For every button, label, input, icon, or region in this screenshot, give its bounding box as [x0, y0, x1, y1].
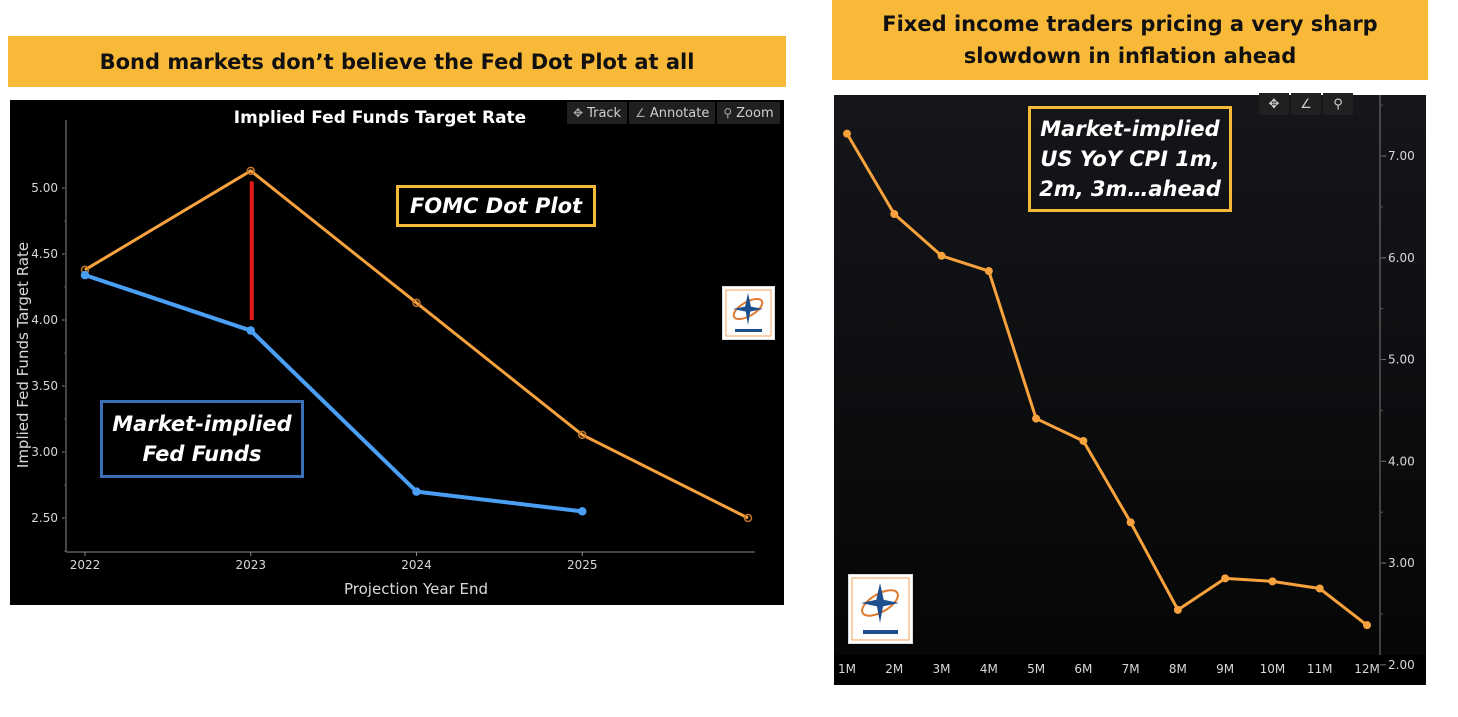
x-tick-label: 2022: [70, 558, 101, 572]
x-axis-band: [834, 655, 1426, 685]
right-banner-line2: slowdown in inflation ahead: [963, 44, 1297, 68]
cpi-annotation-line3: 2m, 3m…ahead: [1039, 177, 1221, 201]
cpi-annotation: Market-implied US YoY CPI 1m, 2m, 3m…ahe…: [1028, 106, 1232, 212]
annotate-label: Annotate: [649, 105, 710, 121]
fomc-point: [578, 430, 587, 440]
y-tick-label: 2.00: [1388, 658, 1415, 672]
cpi-point: [1126, 518, 1135, 527]
fomc-point: [743, 513, 753, 523]
annotate-button[interactable]: ∠ Annotate: [629, 102, 716, 124]
chart-toolbar: ✥ Track ∠ Annotate ⚲ Zoom: [567, 102, 782, 124]
market-point: [412, 487, 421, 496]
y-tick-label: 7.00: [1388, 149, 1415, 163]
y-tick-label: 5.00: [1388, 353, 1415, 367]
macro-compass-logo: [722, 286, 775, 340]
cpi-chart: 2.00 3.00 4.00 5.00 6.00 7.00 1M 2M 3M 4M 5M 6M 7M 8M…: [834, 95, 1426, 685]
cpi-annotation-line2: US YoY CPI 1m,: [1040, 147, 1220, 171]
y-tick-label: 4.00: [31, 313, 58, 327]
cpi-chart-toolbar: ✥ ∠ ⚲: [1259, 93, 1355, 115]
cpi-point: [984, 267, 993, 276]
fomc-annotation: FOMC Dot Plot: [396, 185, 596, 227]
chart-title: Implied Fed Funds Target Rate: [234, 108, 526, 128]
right-banner: Fixed income traders pricing a very shar…: [832, 0, 1428, 80]
annotate-icon-button[interactable]: ∠: [1291, 93, 1321, 115]
x-tick-label: 4M: [980, 662, 998, 676]
x-tick-label: 9M: [1216, 662, 1234, 676]
y-axis-title: Implied Fed Funds Target Rate: [14, 242, 32, 468]
crosshair-icon: ✥: [573, 106, 584, 120]
x-tick-label: 2023: [235, 558, 266, 572]
market-point: [578, 507, 587, 516]
zoom-label: Zoom: [736, 105, 774, 121]
market-annotation-line1: Market-implied: [112, 412, 292, 436]
y-tick-label: 3.00: [31, 445, 58, 459]
track-label: Track: [587, 105, 622, 121]
cpi-point: [1363, 621, 1371, 630]
x-tick-label: 7M: [1122, 662, 1140, 676]
crosshair-icon: ✥: [1268, 96, 1280, 112]
left-banner: Bond markets don’t believe the Fed Dot P…: [8, 36, 786, 87]
cpi-chart-panel: 2.00 3.00 4.00 5.00 6.00 7.00 1M 2M 3M 4M 5M 6M 7M 8M…: [834, 93, 1426, 685]
market-point: [246, 326, 255, 335]
x-axis-title: Projection Year End: [344, 580, 488, 598]
market-point: [80, 270, 90, 280]
cpi-point: [937, 251, 946, 260]
cpi-point: [1315, 584, 1324, 593]
track-icon-button[interactable]: ✥: [1259, 93, 1289, 115]
magnifier-icon: ⚲: [723, 106, 733, 120]
cpi-point: [843, 129, 851, 138]
y-tick-label: 2.50: [31, 511, 58, 525]
cpi-point: [1268, 577, 1277, 586]
fed-funds-chart: 2.50 3.00 3.50 4.00 4.50 5.00 2022 2023 2024 2025…: [14, 108, 755, 598]
track-button[interactable]: ✥ Track: [567, 102, 628, 124]
x-tick-label: 2024: [401, 558, 432, 572]
fomc-annotation-text: FOMC Dot Plot: [409, 194, 583, 218]
x-tick-label: 2025: [567, 558, 598, 572]
fomc-point: [412, 298, 421, 308]
pencil-icon: ∠: [635, 106, 646, 120]
left-banner-text: Bond markets don’t believe the Fed Dot P…: [99, 49, 695, 74]
pencil-icon: ∠: [1300, 96, 1312, 112]
compass-rose-icon: [725, 289, 772, 337]
zoom-icon-button[interactable]: ⚲: [1323, 93, 1353, 115]
x-tick-label: 1M: [838, 662, 856, 676]
y-tick-label: 4.50: [31, 247, 58, 261]
y-tick-label: 3.00: [1388, 556, 1415, 570]
x-tick-label: 6M: [1074, 662, 1092, 676]
x-tick-label: 2M: [885, 662, 903, 676]
x-tick-label: 5M: [1027, 662, 1045, 676]
cpi-point: [890, 210, 899, 219]
market-implied-line: [84, 273, 583, 514]
zoom-button[interactable]: ⚲ Zoom: [717, 102, 780, 124]
fed-funds-chart-panel: 2.50 3.00 3.50 4.00 4.50 5.00 2022 2023 2024 2025…: [10, 100, 784, 605]
market-annotation: Market-implied Fed Funds: [100, 400, 304, 478]
y-tick-label: 4.00: [1388, 454, 1415, 468]
cpi-point: [1173, 605, 1182, 614]
macro-compass-logo: [848, 574, 913, 644]
market-annotation-line2: Fed Funds: [142, 442, 262, 466]
cpi-annotation-line1: Market-implied: [1040, 117, 1220, 141]
y-tick-label: 5.00: [31, 181, 58, 195]
fomc-dot-plot-line: [84, 169, 749, 520]
x-tick-label: 11M: [1307, 662, 1333, 676]
x-tick-label: 12M: [1354, 662, 1380, 676]
compass-rose-icon: [851, 577, 910, 641]
cpi-point: [1079, 436, 1088, 445]
cpi-point: [1221, 574, 1230, 583]
cpi-line: [845, 132, 1368, 627]
x-tick-label: 3M: [933, 662, 951, 676]
x-tick-label: 10M: [1260, 662, 1286, 676]
right-banner-line1: Fixed income traders pricing a very shar…: [882, 12, 1378, 36]
fomc-point: [246, 166, 255, 176]
cpi-point: [1032, 414, 1041, 423]
x-tick-label: 8M: [1169, 662, 1187, 676]
y-tick-label: 3.50: [31, 379, 58, 393]
magnifier-icon: ⚲: [1333, 96, 1343, 112]
y-tick-label: 6.00: [1388, 251, 1415, 265]
